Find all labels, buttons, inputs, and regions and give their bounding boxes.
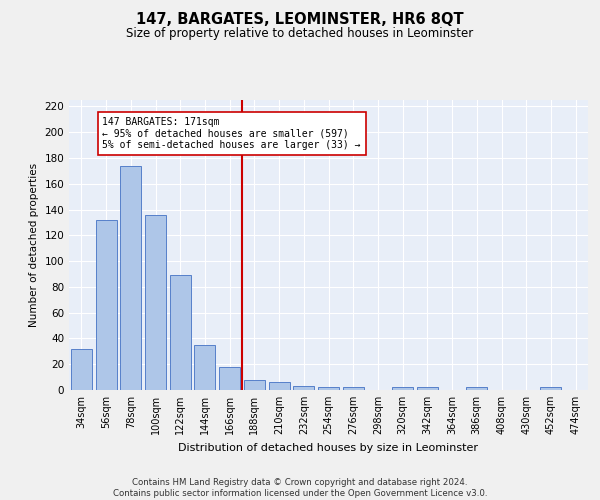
X-axis label: Distribution of detached houses by size in Leominster: Distribution of detached houses by size … <box>179 442 479 452</box>
Text: Contains HM Land Registry data © Crown copyright and database right 2024.
Contai: Contains HM Land Registry data © Crown c… <box>113 478 487 498</box>
Bar <box>318 388 339 390</box>
Bar <box>466 388 487 390</box>
Bar <box>293 386 314 390</box>
Bar <box>392 388 413 390</box>
Bar <box>95 220 116 390</box>
Text: 147 BARGATES: 171sqm
← 95% of detached houses are smaller (597)
5% of semi-detac: 147 BARGATES: 171sqm ← 95% of detached h… <box>103 117 361 150</box>
Y-axis label: Number of detached properties: Number of detached properties <box>29 163 39 327</box>
Bar <box>219 367 240 390</box>
Bar <box>120 166 141 390</box>
Bar <box>417 388 438 390</box>
Bar <box>269 382 290 390</box>
Bar <box>244 380 265 390</box>
Bar <box>71 349 92 390</box>
Text: 147, BARGATES, LEOMINSTER, HR6 8QT: 147, BARGATES, LEOMINSTER, HR6 8QT <box>136 12 464 28</box>
Bar <box>343 388 364 390</box>
Bar <box>170 276 191 390</box>
Text: Size of property relative to detached houses in Leominster: Size of property relative to detached ho… <box>127 28 473 40</box>
Bar <box>541 388 562 390</box>
Bar <box>194 345 215 390</box>
Bar <box>145 214 166 390</box>
